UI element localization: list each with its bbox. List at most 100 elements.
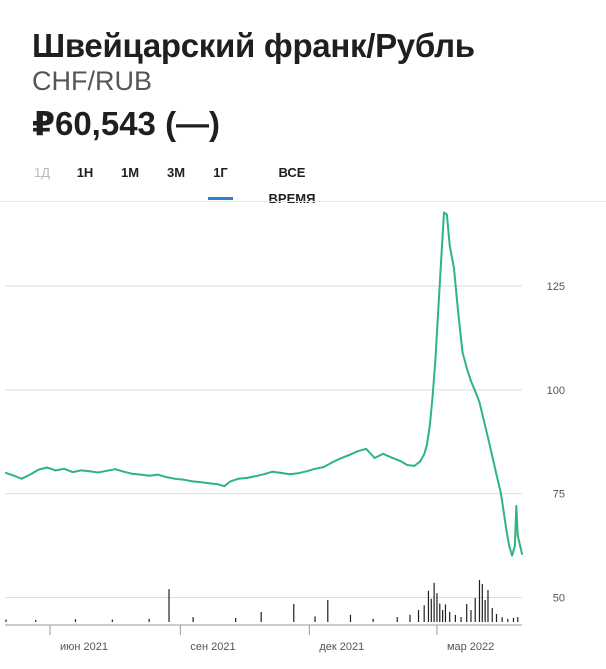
price-point [305, 470, 308, 473]
volume-bar [436, 593, 438, 622]
price-point [505, 529, 508, 532]
volume-bar [442, 610, 444, 622]
x-tick-label: июн 2021 [60, 641, 108, 653]
price-point [37, 468, 40, 471]
price-point [71, 471, 74, 474]
price-point [148, 474, 151, 477]
volume-bars [5, 580, 519, 622]
price-point [63, 467, 66, 470]
price-point [199, 481, 202, 484]
price-point [452, 267, 455, 270]
volume-bar [517, 617, 519, 622]
price-point [216, 483, 219, 486]
price-point [105, 469, 108, 472]
volume-bar [148, 618, 150, 622]
price-point [399, 459, 402, 462]
tabs-divider [0, 201, 606, 202]
volume-bar [260, 612, 262, 622]
price-point [80, 469, 83, 472]
volume-bar [192, 617, 194, 622]
price-point [515, 505, 518, 508]
volume-bar [417, 610, 420, 622]
page-title: Швейцарский франк/Рубль [32, 27, 475, 64]
price-point [245, 476, 248, 479]
price-point [190, 480, 193, 483]
volume-bar [484, 600, 486, 622]
volume-bar [512, 618, 515, 622]
y-tick-label: 75 [553, 489, 565, 501]
price-point [457, 311, 460, 314]
price-point [390, 456, 393, 459]
volume-bar [235, 618, 237, 622]
price-point [521, 552, 523, 555]
tab-1d: 1Д [33, 165, 51, 180]
price-point [207, 482, 210, 485]
volume-bar [74, 619, 77, 622]
tab-all-time[interactable]: ВСЕ ВРЕМЯ [268, 165, 316, 206]
price-point [406, 464, 409, 467]
price-point [502, 510, 505, 513]
currency-pair-code: CHF/RUB [32, 66, 152, 96]
current-price: ₽60,543 (—) [32, 105, 221, 142]
y-tick-label: 100 [547, 385, 565, 397]
price-point [288, 473, 291, 476]
x-tick-label: мар 2022 [447, 641, 494, 653]
x-tick-label: дек 2021 [319, 641, 364, 653]
volume-bar [433, 582, 435, 622]
volume-bar [474, 598, 476, 622]
price-point [254, 475, 257, 478]
price-point [482, 418, 485, 421]
price-series [5, 211, 523, 557]
volume-bar [481, 584, 483, 622]
price-point [322, 466, 325, 469]
y-tick-label: 50 [553, 593, 565, 605]
volume-bar [314, 616, 316, 622]
price-point [131, 472, 134, 475]
price-point [516, 534, 519, 537]
price-point [431, 394, 434, 397]
price-point [348, 454, 351, 457]
tab-3m[interactable]: 3М [166, 165, 186, 180]
volume-bar [35, 620, 37, 622]
price-point [182, 478, 185, 481]
price-point [434, 357, 437, 360]
volume-bar [396, 617, 398, 622]
price-point [426, 443, 429, 446]
price-point [495, 473, 498, 476]
x-tick-label: сен 2021 [190, 641, 235, 653]
volume-bar [495, 614, 498, 622]
price-point [114, 468, 117, 471]
volume-bar [470, 610, 472, 622]
volume-bar [491, 608, 493, 622]
price-point [5, 471, 7, 474]
price-point [423, 453, 426, 456]
tab-1m[interactable]: 1М [120, 165, 140, 180]
price-chart: 50 75 100 125 июн 2021 сен 2021 дек 2021 мар 2… [5, 211, 565, 653]
price-point [511, 554, 514, 557]
price-point [461, 351, 464, 354]
price-point [297, 472, 300, 475]
price-point [428, 423, 431, 426]
price-point [365, 447, 368, 450]
volume-bar [487, 590, 489, 622]
y-axis-labels: 50 75 100 125 [547, 281, 565, 604]
price-point [465, 366, 468, 369]
y-tick-label: 125 [547, 281, 565, 293]
tab-1w[interactable]: 1Н [76, 165, 94, 180]
volume-bar [349, 614, 352, 622]
price-point [156, 473, 159, 476]
price-point [237, 477, 240, 480]
price-point [513, 544, 516, 547]
volume-bar [423, 605, 425, 622]
volume-bar [409, 614, 411, 622]
price-point [519, 546, 522, 549]
price-point [12, 474, 15, 477]
price-point [373, 456, 376, 459]
price-point [478, 401, 481, 404]
volume-bar [168, 589, 170, 622]
tab-1y[interactable]: 1Г [208, 160, 233, 200]
x-axis: июн 2021 сен 2021 дек 2021 мар 2022 [5, 624, 522, 653]
price-point [339, 457, 342, 460]
volume-bar [444, 604, 447, 622]
price-point [20, 477, 23, 480]
